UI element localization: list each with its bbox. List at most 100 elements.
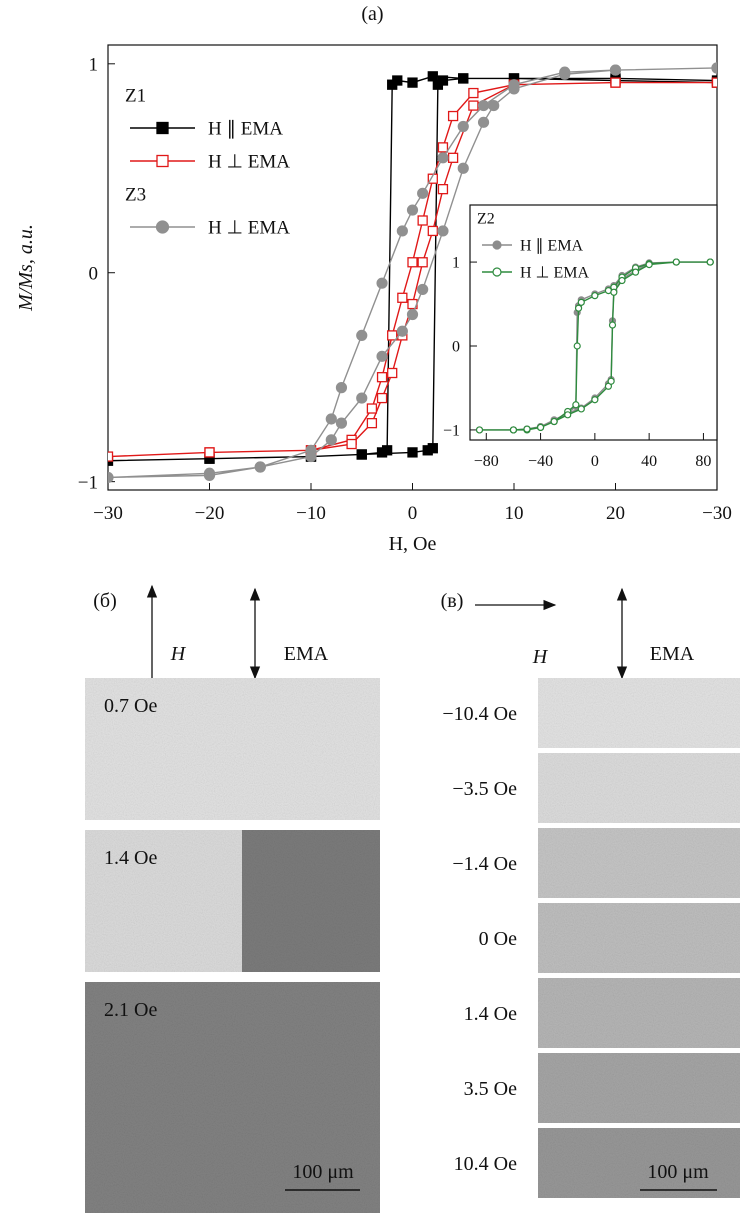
marker (407, 447, 418, 458)
field-value: 2.1 Oe (104, 999, 157, 1021)
marker (376, 350, 388, 362)
marker (468, 100, 479, 111)
domain-image (242, 830, 380, 972)
legend: Z1 H ∥ EMA H ⊥ EMA Z3 H ⊥ EMA (125, 86, 290, 239)
y-axis-label: M/Ms, a.u. (15, 224, 37, 312)
series-line (108, 67, 717, 479)
marker (607, 377, 615, 385)
marker (305, 450, 317, 463)
charts: −30 −20 −10 0 10 20 −30−101(a)H, OeM/Ms, a.u.Z… (15, 3, 732, 555)
legend-marker (155, 220, 170, 234)
legend: Z2 H ∥ EMA H ⊥ EMA (477, 211, 589, 282)
y-tick-label: 1 (89, 54, 99, 75)
marker (577, 405, 585, 413)
marker (550, 417, 558, 426)
y-tick-label: 0 (452, 339, 460, 356)
y-tick-label: 1 (452, 255, 460, 272)
x-tick-label: −40 (528, 453, 553, 470)
domain-image (538, 978, 740, 1048)
marker (536, 423, 545, 432)
panel-b: (б) H EMA 0.7 Oe 1.4 Oe 2.1 Oe 100 μm (85, 584, 380, 1213)
marker (346, 438, 357, 450)
data (475, 258, 714, 434)
marker (572, 401, 580, 409)
scale-label: 100 μm (647, 1161, 709, 1183)
field-value: 3.5 Oe (464, 1078, 517, 1100)
marker (573, 342, 581, 350)
domain-image (85, 678, 380, 820)
marker (356, 449, 367, 460)
marker (387, 330, 398, 341)
marker (437, 225, 449, 237)
marker (387, 367, 398, 379)
marker (427, 71, 438, 82)
plot: −80 −40 0 40 80 −1 0 1 Z2 H ∥ EMA H ⊥ EMA (443, 204, 718, 470)
field-value: 10.4 Oe (454, 1153, 517, 1175)
marker (325, 413, 337, 425)
marker (437, 142, 449, 153)
field-value: −10.4 Oe (442, 703, 517, 725)
y-tick-label: 0 (89, 263, 99, 284)
marker (711, 62, 717, 74)
marker (417, 187, 429, 199)
marker (477, 99, 490, 112)
legend-marker (156, 154, 169, 168)
legend-label: H ⊥ EMA (520, 265, 589, 282)
plot-frame (469, 204, 718, 441)
field-value: 1.4 Oe (464, 1003, 517, 1025)
marker (645, 260, 653, 269)
marker (457, 162, 469, 174)
marker (618, 276, 626, 285)
legend-group: Z1 (125, 86, 146, 107)
field-label: H (532, 646, 549, 668)
x-axis-label: H, Oe (389, 533, 437, 555)
marker (427, 443, 438, 454)
marker (564, 411, 572, 419)
marker (523, 425, 531, 433)
marker (706, 258, 714, 266)
marker (447, 110, 459, 122)
x-tick-label: 20 (606, 503, 625, 524)
domain-image (85, 982, 380, 1213)
y-tick-label: −1 (78, 472, 98, 493)
x-tick-label: −10 (296, 503, 326, 524)
field-label: H (170, 643, 187, 665)
field-value: −1.4 Oe (452, 853, 517, 875)
data (108, 62, 717, 484)
scale-label: 100 μm (292, 1161, 354, 1183)
marker (574, 304, 583, 312)
marker (376, 277, 388, 289)
marker (325, 434, 337, 446)
marker (407, 77, 418, 88)
x-tick-label: 0 (591, 453, 599, 470)
domain-image (538, 828, 740, 898)
marker (447, 152, 459, 163)
marker (376, 447, 388, 458)
marker (397, 292, 408, 303)
x-tick-label: −80 (474, 453, 499, 470)
marker (477, 116, 490, 128)
x-tick-label: −20 (195, 503, 225, 524)
legend-label: H ⊥ EMA (208, 218, 290, 239)
marker (204, 447, 215, 458)
domain-image (538, 903, 740, 973)
marker (610, 77, 621, 88)
marker (387, 79, 398, 90)
marker (417, 215, 428, 226)
legend-marker (492, 267, 502, 277)
marker (437, 184, 449, 195)
ema-label: EMA (284, 643, 329, 665)
field-value: −3.5 Oe (452, 778, 517, 800)
marker (488, 99, 500, 112)
marker (475, 426, 484, 434)
x-tick-label: −30 (702, 503, 732, 524)
marker (335, 417, 348, 429)
marker (108, 451, 114, 462)
legend-label: H ⊥ EMA (208, 152, 290, 173)
marker (608, 321, 617, 329)
marker (509, 426, 518, 434)
marker (406, 204, 419, 216)
legend-label: H ∥ EMA (208, 119, 283, 140)
domain-image (538, 678, 740, 748)
